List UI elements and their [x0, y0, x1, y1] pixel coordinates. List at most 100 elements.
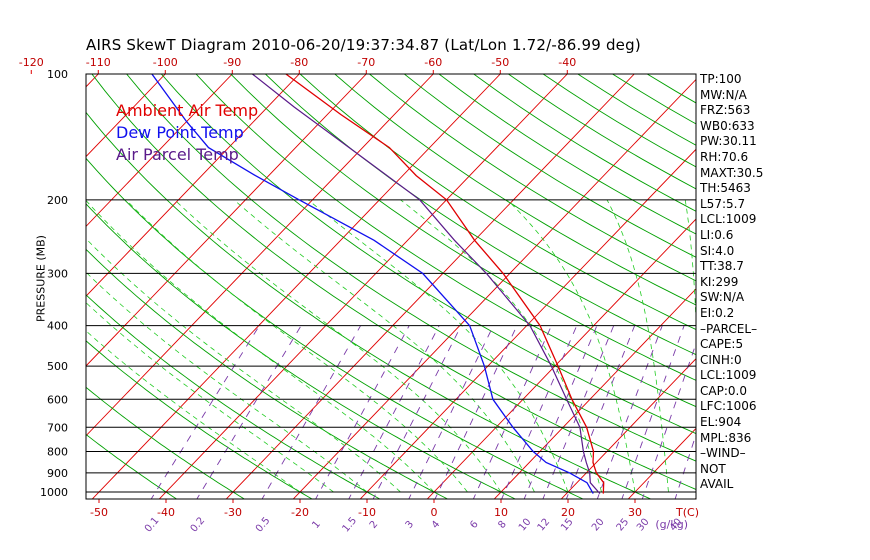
dry-adiabat-line — [86, 157, 585, 499]
stat-item: CINH:0 — [700, 352, 742, 367]
stability-indices-panel: TP:100 MW:N/A FRZ:563 WB0:633 PW:30.11 RH:70.… — [700, 72, 763, 493]
stat-item: TT:38.7 — [700, 259, 744, 274]
stat-item: MAXT:30.5 — [700, 165, 764, 180]
moist-adiabat-line — [86, 238, 401, 493]
dry-adiabat-line — [91, 74, 696, 490]
mixing-ratio-tick-label: 30 — [635, 517, 652, 534]
stat-item: LFC:1006 — [700, 399, 757, 414]
mixing-ratio-tick-label: 1 — [310, 519, 323, 531]
dry-adiabat-line — [369, 74, 696, 282]
top-temp-tick-label: -110 — [86, 56, 111, 69]
mixing-ratio-line — [315, 325, 410, 499]
stat-item: –WIND– — [700, 446, 746, 461]
temp-tick-label: -20 — [291, 506, 309, 519]
mixing-ratio-unit-label: (g/kg) — [655, 518, 688, 531]
moist-adiabat-line — [86, 271, 368, 493]
isotherm-line — [86, 74, 99, 88]
mixing-ratio-line — [150, 325, 260, 499]
mixing-ratio-line — [501, 325, 578, 499]
isotherm-line — [426, 218, 696, 499]
pressure-tick-label: 200 — [47, 194, 68, 207]
dry-adiabat-line — [86, 386, 246, 499]
isotherm-line — [827, 74, 870, 501]
dry-adiabat-line — [126, 74, 696, 462]
dry-adiabat-line — [160, 74, 696, 435]
moist-adiabat-line — [684, 199, 696, 328]
isotherm-line — [627, 427, 696, 499]
mixing-ratio-line — [372, 325, 462, 499]
isotherm-line — [86, 74, 233, 228]
mixing-ratio-line — [674, 433, 696, 499]
legend-air-parcel-temp: Air Parcel Temp — [116, 145, 239, 164]
pressure-tick-label: 400 — [47, 320, 68, 333]
stat-item: KI:299 — [700, 274, 739, 289]
isotherm-line — [86, 74, 367, 367]
mixing-ratio-line — [434, 325, 518, 499]
stat-item: FRZ:563 — [700, 103, 751, 118]
isotherm-line — [0, 74, 31, 501]
isotherm-line — [158, 74, 568, 499]
ambient-air-temp-line — [285, 74, 605, 494]
mixing-ratio-tick-label: 4 — [430, 519, 443, 531]
mixing-ratio-tick-label: 25 — [615, 517, 632, 534]
stat-item: NOT — [700, 461, 726, 476]
mixing-ratio-tick-label: 2 — [368, 519, 381, 531]
top-temp-tick-label: -120 — [19, 56, 44, 69]
y-axis-label: PRESSURE (MB) — [34, 235, 48, 322]
top-temp-tick-label: -40 — [558, 56, 576, 69]
mixing-ratio-line — [523, 325, 598, 499]
dry-adiabat-line — [86, 248, 449, 499]
stat-item: MPL:836 — [700, 430, 752, 445]
dry-adiabat-line — [438, 74, 696, 235]
mixing-ratio-tick-label: 0.5 — [254, 515, 273, 534]
mixing-ratio-line — [472, 325, 552, 499]
pressure-tick-label: 100 — [47, 68, 68, 81]
mixing-ratio-tick-label: 10 — [517, 517, 534, 534]
mixing-ratio-line — [542, 325, 615, 499]
temp-tick-label: -30 — [224, 506, 242, 519]
isotherm-line — [493, 288, 696, 499]
stat-item: PW:30.11 — [700, 134, 757, 149]
temp-tick-label: 20 — [561, 506, 575, 519]
temp-unit-label: T(C) — [675, 506, 699, 519]
mixing-ratio-line — [565, 325, 636, 499]
moist-adiabat-line — [125, 199, 468, 493]
top-temp-tick-label: -90 — [223, 56, 241, 69]
isotherm-line — [86, 74, 434, 437]
temp-tick-label: 0 — [431, 506, 438, 519]
dry-adiabat-line — [404, 74, 696, 258]
top-temp-tick-label: -50 — [491, 56, 509, 69]
mixing-ratio-line — [348, 325, 440, 499]
temp-tick-label: -40 — [157, 506, 175, 519]
pressure-tick-label: 300 — [47, 267, 68, 280]
temp-tick-label: -10 — [358, 506, 376, 519]
mixing-ratio-line — [196, 325, 302, 499]
stat-item: LCL:1009 — [700, 212, 757, 227]
isotherm-line — [225, 74, 635, 499]
dry-adiabat-line — [86, 433, 178, 499]
mixing-ratio-tick-label: 20 — [590, 517, 607, 534]
legend-ambient-air-temp: Ambient Air Temp — [116, 101, 259, 120]
stat-item: EI:0.2 — [700, 305, 735, 320]
stat-item: –PARCEL– — [700, 321, 758, 336]
stat-item: LCL:1009 — [700, 368, 757, 383]
isotherm-line — [292, 78, 696, 499]
isotherm-line — [91, 74, 501, 499]
moist-adiabat-line — [233, 199, 535, 493]
mixing-ratio-line — [408, 325, 494, 499]
mixing-ratio-tick-label: 15 — [559, 517, 576, 534]
dry-adiabat-line — [508, 74, 696, 190]
stat-item: MW:N/A — [700, 87, 747, 102]
stat-item: AVAIL — [700, 477, 734, 492]
legend-dew-point-temp: Dew Point Temp — [116, 123, 244, 142]
moist-adiabat-line — [86, 199, 435, 493]
mixing-ratio-tick-label: 1.5 — [340, 515, 359, 534]
dry-adiabat-line — [86, 203, 517, 499]
mixing-ratio-tick-label: 8 — [496, 519, 509, 531]
isotherm-line — [560, 358, 696, 499]
chart-title: AIRS SkewT Diagram 2010-06-20/19:37:34.8… — [86, 36, 641, 54]
dry-adiabat-line — [230, 74, 696, 381]
mixing-ratio-tick-label: 0.2 — [189, 515, 208, 534]
top-temp-tick-label: -70 — [357, 56, 375, 69]
moist-adiabat-line — [307, 199, 569, 493]
